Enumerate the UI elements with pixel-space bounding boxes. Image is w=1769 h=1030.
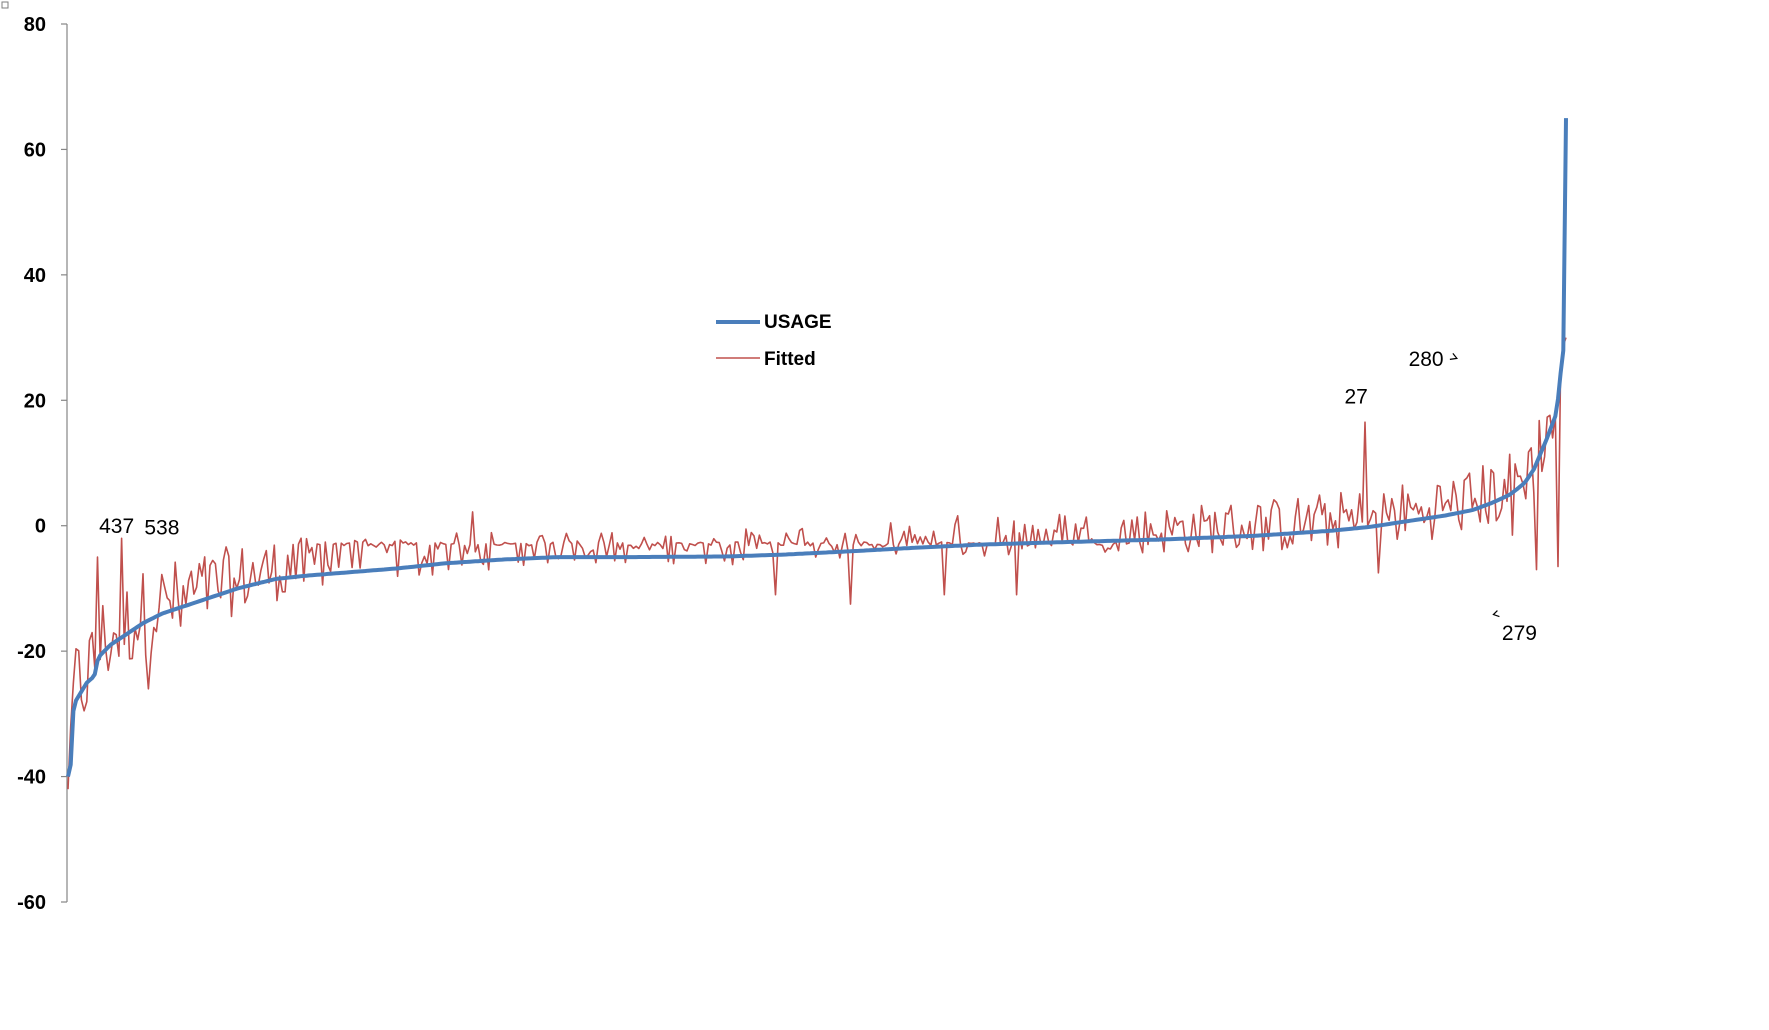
annotation-label: 27 (1344, 385, 1367, 408)
y-tick-label: 40 (24, 265, 46, 287)
y-tick-label: 60 (24, 139, 46, 161)
y-axis: -60 -40 -20 0 20 40 60 80 (17, 14, 68, 914)
annotation-label: 437 (99, 515, 134, 538)
annotation-label: 279 (1502, 622, 1537, 645)
y-tick-label: -20 (17, 641, 46, 663)
usage-series (66, 118, 1568, 778)
y-tick-label: -60 (17, 892, 46, 914)
annotations: 437 538 27 280 279 (99, 348, 1537, 645)
usage-line (66, 118, 1568, 778)
y-tick-label: 80 (24, 14, 46, 36)
legend-fitted-label: Fitted (764, 349, 816, 370)
y-tick-label: -40 (17, 767, 46, 789)
279-marker (1492, 610, 1500, 618)
legend: USAGE Fitted (716, 312, 832, 370)
fitted-series (67, 337, 1567, 790)
y-tick-label: 20 (24, 390, 46, 412)
280-marker (1449, 353, 1458, 360)
fitted-line (67, 337, 1567, 790)
legend-usage-label: USAGE (764, 312, 832, 333)
y-tick-label: 0 (35, 516, 46, 538)
chart-corner-mark (1, 1, 9, 9)
annotation-label: 280 (1409, 348, 1444, 371)
annotation-label: 538 (144, 516, 179, 539)
